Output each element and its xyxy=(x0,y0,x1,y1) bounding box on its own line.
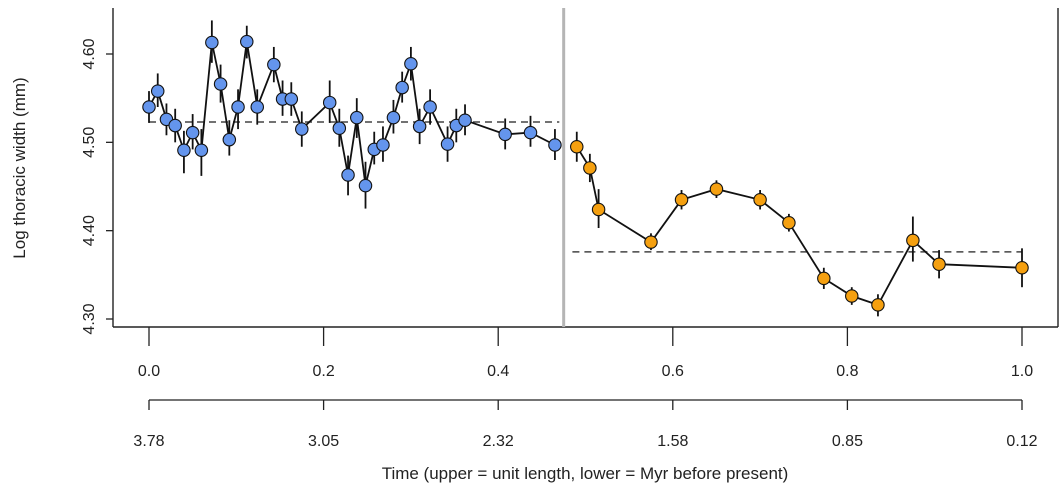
y-tick-label: 4.30 xyxy=(81,303,98,334)
x-upper-tick-label: 0.0 xyxy=(138,363,160,380)
data-point xyxy=(423,100,437,114)
series-lines xyxy=(148,41,1023,306)
data-point xyxy=(674,193,689,207)
data-point xyxy=(591,202,606,217)
data-point xyxy=(322,95,337,110)
data-point xyxy=(386,110,401,125)
data-point xyxy=(570,140,584,154)
x-upper-tick-label: 0.6 xyxy=(662,363,684,380)
x-upper-tick-label: 0.2 xyxy=(312,363,334,380)
data-point xyxy=(845,289,859,303)
series-line xyxy=(576,146,1023,306)
data-point xyxy=(350,110,364,125)
y-tick-label: 4.60 xyxy=(81,38,98,69)
x-axis-upper: 0.0 0.2 0.4 0.6 0.8 1.0 xyxy=(138,327,1033,380)
data-point xyxy=(709,182,724,196)
data-point xyxy=(548,138,562,152)
data-point xyxy=(284,92,299,106)
x-upper-tick-label: 1.0 xyxy=(1011,363,1033,380)
data-point xyxy=(240,34,254,49)
x-lower-tick-label: 2.32 xyxy=(483,433,514,450)
data-point xyxy=(168,118,182,133)
data-point xyxy=(295,122,309,136)
x-lower-tick-label: 3.05 xyxy=(308,433,339,450)
data-point xyxy=(906,233,920,248)
data-point xyxy=(185,125,200,140)
data-point xyxy=(871,298,885,312)
y-axis-label: Log thoracic width (mm) xyxy=(10,77,29,258)
data-point xyxy=(523,125,538,140)
plot-frame xyxy=(112,8,1059,328)
x-lower-tick-label: 1.58 xyxy=(657,433,688,450)
data-point xyxy=(395,80,409,95)
x-lower-tick-label: 0.12 xyxy=(1006,433,1037,450)
data-point xyxy=(231,100,245,114)
data-point xyxy=(644,235,658,249)
data-point xyxy=(440,137,455,151)
data-point xyxy=(142,100,156,114)
x-lower-tick-label: 0.85 xyxy=(832,433,863,450)
y-axis: 4.30 4.40 4.50 4.60 xyxy=(81,38,113,335)
data-point xyxy=(583,161,597,175)
data-point xyxy=(358,178,373,193)
data-point xyxy=(150,84,165,98)
data-point xyxy=(222,132,237,147)
data-points xyxy=(142,34,1029,312)
data-point xyxy=(1015,261,1029,275)
data-point xyxy=(250,100,265,114)
data-point xyxy=(498,127,512,142)
data-point xyxy=(177,143,191,158)
data-point xyxy=(267,57,281,72)
mean-lines xyxy=(149,121,1022,253)
y-tick-label: 4.50 xyxy=(81,127,98,158)
data-point xyxy=(932,257,946,271)
data-point xyxy=(213,77,228,91)
data-point xyxy=(404,56,418,71)
data-point xyxy=(332,121,347,135)
data-point xyxy=(458,113,472,128)
data-point xyxy=(817,271,831,286)
x-axis-lower: 3.78 3.05 2.32 1.58 0.85 0.12 xyxy=(133,399,1038,450)
x-upper-tick-label: 0.8 xyxy=(836,363,858,380)
data-point xyxy=(341,168,355,182)
x-lower-tick-label: 3.78 xyxy=(133,433,164,450)
data-point xyxy=(205,35,219,50)
data-point xyxy=(194,143,209,158)
data-point xyxy=(753,193,767,207)
y-tick-label: 4.40 xyxy=(81,215,98,246)
data-point xyxy=(782,215,796,230)
data-point xyxy=(376,138,390,152)
data-point xyxy=(412,119,427,134)
x-upper-tick-label: 0.4 xyxy=(487,363,509,380)
x-axis-label: Time (upper = unit length, lower = Myr b… xyxy=(382,464,789,483)
